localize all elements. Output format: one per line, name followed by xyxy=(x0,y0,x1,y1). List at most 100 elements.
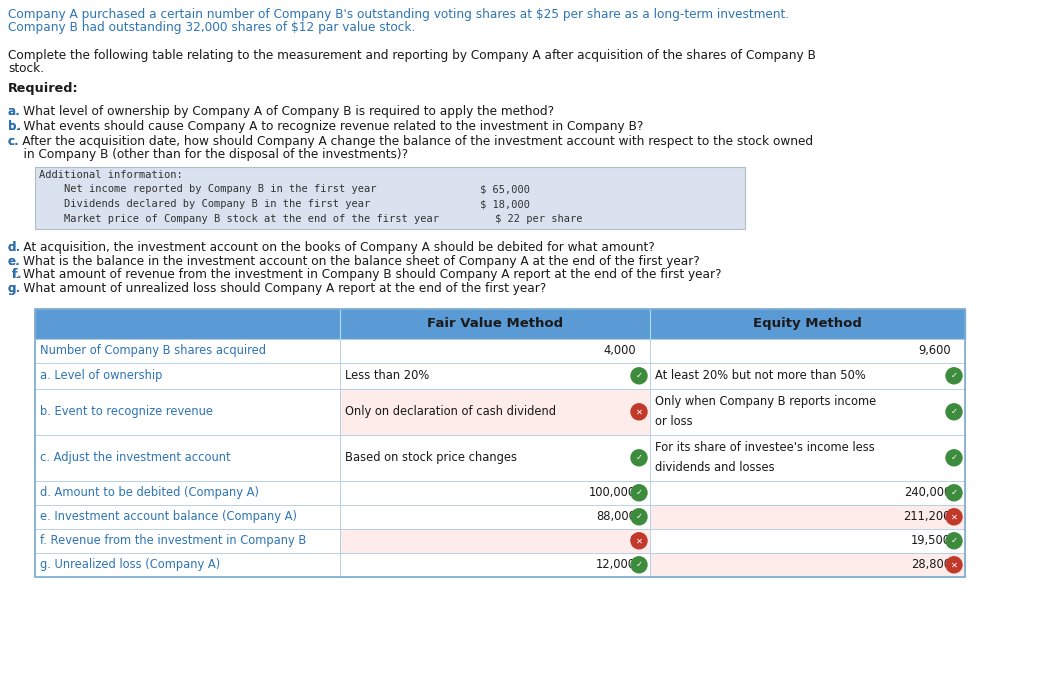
FancyBboxPatch shape xyxy=(340,481,650,505)
Circle shape xyxy=(946,368,962,384)
Text: $ 18,000: $ 18,000 xyxy=(480,199,530,209)
Circle shape xyxy=(631,509,647,525)
Circle shape xyxy=(631,450,647,466)
Text: b. What events should cause Company A to recognize revenue related to the invest: b. What events should cause Company A to… xyxy=(8,120,644,133)
FancyBboxPatch shape xyxy=(340,505,650,529)
Text: Based on stock price changes: Based on stock price changes xyxy=(345,452,517,464)
Text: ✓: ✓ xyxy=(951,536,957,545)
FancyBboxPatch shape xyxy=(650,389,965,435)
Text: c. After the acquisition date, how should Company A change the balance of the in: c. After the acquisition date, how shoul… xyxy=(8,135,813,148)
Text: 9,600: 9,600 xyxy=(919,345,951,357)
Text: 19,500: 19,500 xyxy=(911,534,951,547)
Text: Required:: Required: xyxy=(8,82,78,96)
Circle shape xyxy=(946,557,962,573)
Text: g. Unrealized loss (Company A): g. Unrealized loss (Company A) xyxy=(40,559,220,571)
Circle shape xyxy=(946,485,962,501)
FancyBboxPatch shape xyxy=(340,363,650,389)
Text: ✓: ✓ xyxy=(635,561,643,569)
Text: 211,200: 211,200 xyxy=(904,510,951,524)
FancyBboxPatch shape xyxy=(34,339,340,363)
FancyBboxPatch shape xyxy=(650,435,965,481)
Circle shape xyxy=(631,557,647,573)
Text: Dividends declared by Company B in the first year: Dividends declared by Company B in the f… xyxy=(39,199,370,209)
Text: g.: g. xyxy=(8,282,21,295)
Text: Only when Company B reports income: Only when Company B reports income xyxy=(655,395,877,409)
FancyBboxPatch shape xyxy=(34,481,340,505)
Text: a.: a. xyxy=(8,105,21,118)
Text: ✓: ✓ xyxy=(635,489,643,497)
Text: 240,000: 240,000 xyxy=(904,487,951,499)
Circle shape xyxy=(631,404,647,420)
Text: 0: 0 xyxy=(629,534,636,547)
Text: e.: e. xyxy=(8,255,21,268)
Text: a. Level of ownership: a. Level of ownership xyxy=(40,369,162,382)
FancyBboxPatch shape xyxy=(34,309,965,339)
FancyBboxPatch shape xyxy=(34,505,340,529)
Text: ✕: ✕ xyxy=(635,407,643,417)
Text: d. Amount to be debited (Company A): d. Amount to be debited (Company A) xyxy=(40,487,259,499)
Text: ✓: ✓ xyxy=(951,371,957,380)
Text: b.: b. xyxy=(8,120,21,133)
Text: b. Event to recognize revenue: b. Event to recognize revenue xyxy=(40,405,213,419)
Circle shape xyxy=(631,485,647,501)
Text: Company A purchased a certain number of Company B's outstanding voting shares at: Company A purchased a certain number of … xyxy=(8,8,789,21)
FancyBboxPatch shape xyxy=(34,435,340,481)
Text: g. What amount of unrealized loss should Company A report at the end of the firs: g. What amount of unrealized loss should… xyxy=(8,282,547,295)
Circle shape xyxy=(946,509,962,525)
Text: At least 20% but not more than 50%: At least 20% but not more than 50% xyxy=(655,369,865,382)
Text: f.: f. xyxy=(8,269,22,281)
Circle shape xyxy=(946,533,962,548)
Text: Only on declaration of cash dividend: Only on declaration of cash dividend xyxy=(345,405,556,419)
Text: f. What amount of revenue from the investment in Company B should Company A repo: f. What amount of revenue from the inves… xyxy=(8,269,721,281)
Text: Equity Method: Equity Method xyxy=(753,317,862,330)
FancyBboxPatch shape xyxy=(650,339,965,363)
Text: stock.: stock. xyxy=(8,62,44,75)
Text: 28,800: 28,800 xyxy=(911,559,951,571)
Text: Number of Company B shares acquired: Number of Company B shares acquired xyxy=(40,345,266,357)
FancyBboxPatch shape xyxy=(34,168,745,229)
Text: 100,000: 100,000 xyxy=(589,487,636,499)
FancyBboxPatch shape xyxy=(650,529,965,553)
Text: ✓: ✓ xyxy=(951,489,957,497)
FancyBboxPatch shape xyxy=(340,529,650,553)
Text: a. What level of ownership by Company A of Company B is required to apply the me: a. What level of ownership by Company A … xyxy=(8,105,554,118)
FancyBboxPatch shape xyxy=(650,505,965,529)
Circle shape xyxy=(946,404,962,420)
Text: ✓: ✓ xyxy=(635,371,643,380)
Text: $ 22 per share: $ 22 per share xyxy=(495,214,582,224)
FancyBboxPatch shape xyxy=(34,363,340,389)
Text: ✓: ✓ xyxy=(951,407,957,417)
Circle shape xyxy=(631,533,647,548)
Text: 4,000: 4,000 xyxy=(603,345,636,357)
Text: $ 65,000: $ 65,000 xyxy=(480,184,530,194)
FancyBboxPatch shape xyxy=(340,435,650,481)
Text: ✓: ✓ xyxy=(951,454,957,462)
FancyBboxPatch shape xyxy=(340,553,650,577)
Text: Complete the following table relating to the measurement and reporting by Compan: Complete the following table relating to… xyxy=(8,48,816,61)
FancyBboxPatch shape xyxy=(650,363,965,389)
Text: Fair Value Method: Fair Value Method xyxy=(427,317,563,330)
FancyBboxPatch shape xyxy=(34,553,340,577)
Text: f. Revenue from the investment in Company B: f. Revenue from the investment in Compan… xyxy=(40,534,306,547)
FancyBboxPatch shape xyxy=(650,553,965,577)
FancyBboxPatch shape xyxy=(34,529,340,553)
FancyBboxPatch shape xyxy=(340,389,650,435)
Text: c. Adjust the investment account: c. Adjust the investment account xyxy=(40,452,231,464)
Text: For its share of investee's income less: For its share of investee's income less xyxy=(655,441,875,454)
Text: in Company B (other than for the disposal of the investments)?: in Company B (other than for the disposa… xyxy=(8,149,409,162)
FancyBboxPatch shape xyxy=(34,389,340,435)
Text: dividends and losses: dividends and losses xyxy=(655,462,774,474)
Text: 88,000: 88,000 xyxy=(596,510,636,524)
Text: e. What is the balance in the investment account on the balance sheet of Company: e. What is the balance in the investment… xyxy=(8,255,700,268)
Text: Net income reported by Company B in the first year: Net income reported by Company B in the … xyxy=(39,184,376,194)
Text: c.: c. xyxy=(8,135,20,148)
FancyBboxPatch shape xyxy=(340,339,650,363)
Text: d. At acquisition, the investment account on the books of Company A should be de: d. At acquisition, the investment accoun… xyxy=(8,242,655,254)
Text: ✕: ✕ xyxy=(951,561,957,569)
Text: Less than 20%: Less than 20% xyxy=(345,369,429,382)
Text: ✓: ✓ xyxy=(635,454,643,462)
Text: Market price of Company B stock at the end of the first year: Market price of Company B stock at the e… xyxy=(39,214,439,224)
Text: 12,000: 12,000 xyxy=(596,559,636,571)
Text: ✓: ✓ xyxy=(635,512,643,522)
FancyBboxPatch shape xyxy=(650,481,965,505)
